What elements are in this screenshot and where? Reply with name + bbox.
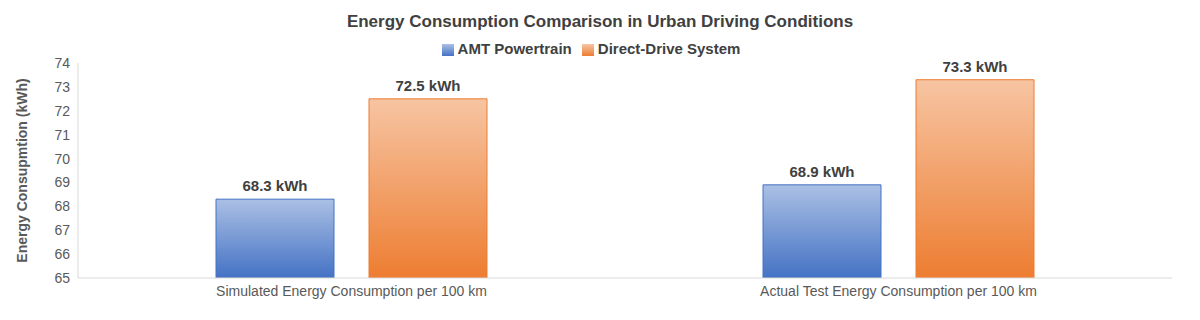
svg-text:67: 67 <box>54 222 70 238</box>
html-text:AMT Powertrain: AMT Powertrain <box>457 40 572 57</box>
svg-text:74: 74 <box>54 55 70 71</box>
svg-text:72: 72 <box>54 103 70 119</box>
html-text:Energy Consumption Comparison: Energy Consumption Comparison in Urban D… <box>346 12 854 31</box>
svg-text:65: 65 <box>54 270 70 286</box>
svg-text:73: 73 <box>54 79 70 95</box>
svg-text:71: 71 <box>54 127 70 143</box>
svg-text:Energy Consupmtion (kWh): Energy Consupmtion (kWh) <box>14 78 30 262</box>
svg-text:66: 66 <box>54 246 70 262</box>
svg-text:72.5 kWh: 72.5 kWh <box>395 77 460 94</box>
svg-text:68: 68 <box>54 198 70 214</box>
svg-text:70: 70 <box>54 151 70 167</box>
svg-text:73.3 kWh: 73.3 kWh <box>942 58 1007 75</box>
svg-text:Actual Test Energy Consumption: Actual Test Energy Consumption per 100 k… <box>760 283 1037 299</box>
svg-text:69: 69 <box>54 174 70 190</box>
svg-text:68.3 kWh: 68.3 kWh <box>242 177 307 194</box>
svg-text:68.9 kWh: 68.9 kWh <box>789 163 854 180</box>
html-text:Direct-Drive System: Direct-Drive System <box>597 40 741 57</box>
svg-text:Simulated Energy Consumption p: Simulated Energy Consumption per 100 km <box>216 283 487 299</box>
